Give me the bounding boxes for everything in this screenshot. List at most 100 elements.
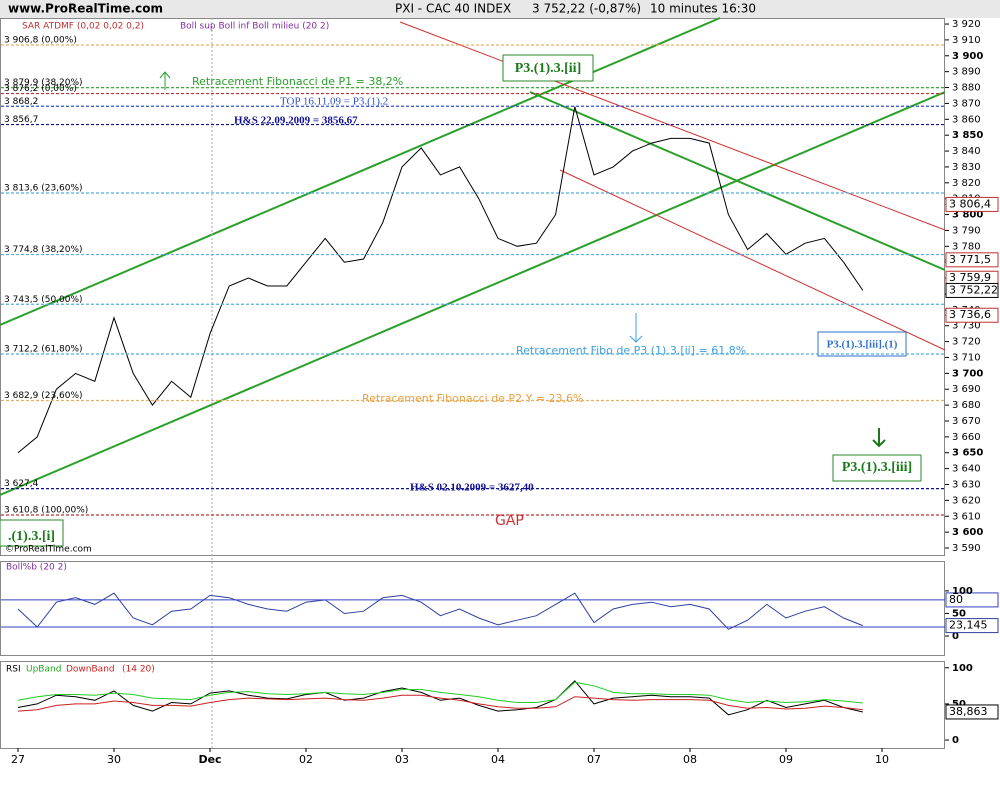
- series-line: [17, 681, 863, 704]
- y-tick-label: 3 700: [952, 368, 983, 379]
- arrow: [629, 313, 643, 343]
- site: www.ProRealTime.com: [8, 2, 163, 16]
- y-tick-label: 3 640: [952, 464, 981, 475]
- y-tick-label: 100: [952, 663, 973, 674]
- annotation: TOP 16.11.09 = P3.(1).2: [280, 96, 388, 108]
- level-label: 3 712,2 (61,80%): [4, 344, 83, 354]
- y-tick-label: 3 680: [952, 400, 981, 411]
- legend-entry: (14 20): [122, 665, 155, 675]
- period: 10 minutes 16:30: [650, 2, 756, 16]
- y-tick-label: 3 870: [952, 98, 981, 109]
- price-marker-label: 3 736,6: [949, 308, 991, 321]
- y-tick-label: 3 660: [952, 432, 981, 443]
- x-tick-label: 10: [875, 753, 889, 766]
- y-tick-label: 3 610: [952, 511, 981, 522]
- series-line: [17, 106, 864, 454]
- annotation: P3.(1).3.[ii]: [515, 61, 581, 76]
- marks: [17, 106, 864, 716]
- value-label-box: [945, 282, 999, 298]
- series-line: [17, 680, 863, 716]
- level-label: 3 743,5 (50,00%): [4, 295, 83, 305]
- y-tick-label: 3 730: [952, 321, 981, 332]
- y-tick-label: 3 900: [952, 51, 983, 62]
- y-tick-label: 0: [952, 735, 959, 746]
- y-tick-label: 3 910: [952, 35, 981, 46]
- x-tick-label: 30: [107, 753, 121, 766]
- legend-entry: UpBand: [26, 665, 61, 675]
- price-marker-label-box: [945, 252, 999, 268]
- y-tick-label: 3 890: [952, 67, 981, 78]
- label-box: [0, 519, 64, 547]
- y-tick-label: 0: [952, 631, 959, 642]
- x-tick-label: 27: [11, 753, 25, 766]
- y-tick-label: 3 690: [952, 384, 981, 395]
- panel-title: RSI: [6, 665, 21, 675]
- annotation: H&S 22.09.2009 = 3856,67: [234, 115, 358, 127]
- level-label: 3 906,8 (0,00%): [4, 35, 77, 45]
- y-tick-label: 3 880: [952, 83, 981, 94]
- x-tick-label: 08: [683, 753, 697, 766]
- y-tick-label: 3 800: [952, 210, 983, 221]
- y-tick-label: 3 720: [952, 337, 981, 348]
- y-tick-label: 3 630: [952, 480, 981, 491]
- y-tick-label: 3 790: [952, 225, 981, 236]
- y-tick-label: 100: [952, 586, 973, 597]
- annotation: Retracement Fibonacci de P2 Y = 23,6%: [362, 392, 583, 405]
- label-box: [817, 331, 907, 357]
- panel-title: Boll%b (20 2): [6, 563, 67, 573]
- price-marker-label: 3 806,4: [949, 197, 991, 210]
- label-box: [502, 54, 594, 82]
- price-marker-label-box: [945, 307, 999, 323]
- level-label: 3 610,8 (100,00%): [4, 505, 88, 515]
- annotation: Retracement Fibo de P3 (1).3.[ii] = 61,8…: [516, 344, 746, 357]
- header-bar: [0, 0, 1000, 18]
- annotation: P3.(1).3.[iii].(1): [827, 339, 898, 351]
- y-tick-label: 3 850: [952, 130, 983, 141]
- y-tick-label: 3 830: [952, 162, 981, 173]
- y-tick-label: 3 710: [952, 352, 981, 363]
- annotation: H&S 02.10.2009 = 3627,40: [410, 482, 534, 494]
- instrument: PXI - CAC 40 INDEX: [395, 2, 511, 16]
- channel-line: [0, 17, 721, 326]
- value-label-box: [945, 704, 999, 720]
- legend-entry: SAR ATDMF (0,02 0,02 0,2): [22, 22, 144, 32]
- legend-entry: DownBand: [66, 665, 115, 675]
- x-tick-label: 02: [299, 753, 313, 766]
- x-tick-label: 03: [395, 753, 409, 766]
- y-tick-label: 3 670: [952, 416, 981, 427]
- price-marker-label-box: [945, 196, 999, 212]
- y-tick-label: 3 860: [952, 114, 981, 125]
- level-label: 3 682,9 (23,60%): [4, 391, 83, 401]
- channel-line: [559, 169, 946, 351]
- rsi-panel: [0, 661, 945, 749]
- quote: 3 752,22 (-0,87%): [532, 2, 641, 16]
- x-tick-label: Dec: [198, 753, 221, 766]
- y-tick-label: 3 780: [952, 241, 981, 252]
- y-tick-label: 3 620: [952, 495, 981, 506]
- annotation: GAP: [495, 513, 524, 529]
- y-tick-label: 3 600: [952, 527, 983, 538]
- value-label: 38,863: [949, 705, 988, 718]
- x-tick-label: 04: [491, 753, 505, 766]
- y-tick-label: 50: [952, 699, 966, 710]
- level-label: 3 813,6 (23,60%): [4, 183, 83, 193]
- level-label: 3 876,2 (0,00%): [4, 84, 77, 94]
- level-label: 3 627,4: [4, 479, 39, 489]
- arrow: [159, 71, 171, 90]
- value-label: 3 752,22: [949, 283, 998, 296]
- x-tick-label: 09: [779, 753, 793, 766]
- channel-line: [0, 91, 946, 496]
- annotation: Retracement Fibonacci de P1 = 38,2%: [192, 75, 403, 88]
- copyright: ©ProRealTime.com: [5, 545, 92, 555]
- value-label-box: [945, 618, 999, 634]
- value-label: 23,145: [949, 619, 988, 632]
- arrow: [872, 428, 886, 448]
- channel-line: [529, 91, 946, 271]
- series-line: [17, 592, 863, 630]
- x-tick-label: 07: [587, 753, 601, 766]
- price-marker-label: 3 759,9: [949, 271, 991, 284]
- label-box: [832, 454, 922, 482]
- level-label: 3 879,9 (38,20%): [4, 78, 83, 88]
- level-label: 3 856,7: [4, 115, 38, 125]
